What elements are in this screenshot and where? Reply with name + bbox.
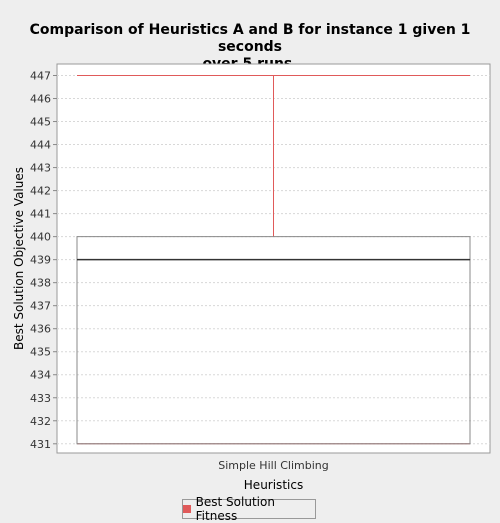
- y-tick-label: 435: [30, 346, 51, 359]
- y-tick-label: 434: [30, 369, 51, 382]
- chart-title-line-1: Comparison of Heuristics A and B for ins…: [29, 22, 471, 55]
- y-tick-label: 440: [30, 231, 51, 244]
- y-tick-label: 443: [30, 162, 51, 175]
- x-category-label: Simple Hill Climbing: [218, 459, 329, 472]
- y-tick-label: 442: [30, 185, 51, 198]
- x-axis-label: Heuristics: [244, 478, 303, 492]
- y-tick-label: 432: [30, 415, 51, 428]
- y-tick-label: 439: [30, 254, 51, 267]
- legend-swatch: [183, 505, 191, 513]
- y-tick-label: 446: [30, 93, 51, 106]
- y-tick-label: 445: [30, 116, 51, 129]
- y-tick-label: 437: [30, 300, 51, 313]
- y-tick-label: 444: [30, 139, 51, 152]
- y-tick-label: 431: [30, 438, 51, 451]
- y-tick-label: 441: [30, 208, 51, 221]
- y-axis-label: Best Solution Objective Values: [12, 167, 26, 350]
- y-tick-label: 436: [30, 323, 51, 336]
- y-tick-label: 438: [30, 277, 51, 290]
- y-tick-label: 447: [30, 70, 51, 83]
- legend-label: Best Solution Fitness: [195, 495, 275, 523]
- legend: Best Solution Fitness: [182, 495, 316, 523]
- box-iqr: [76, 236, 471, 445]
- y-tick-label: 433: [30, 392, 51, 405]
